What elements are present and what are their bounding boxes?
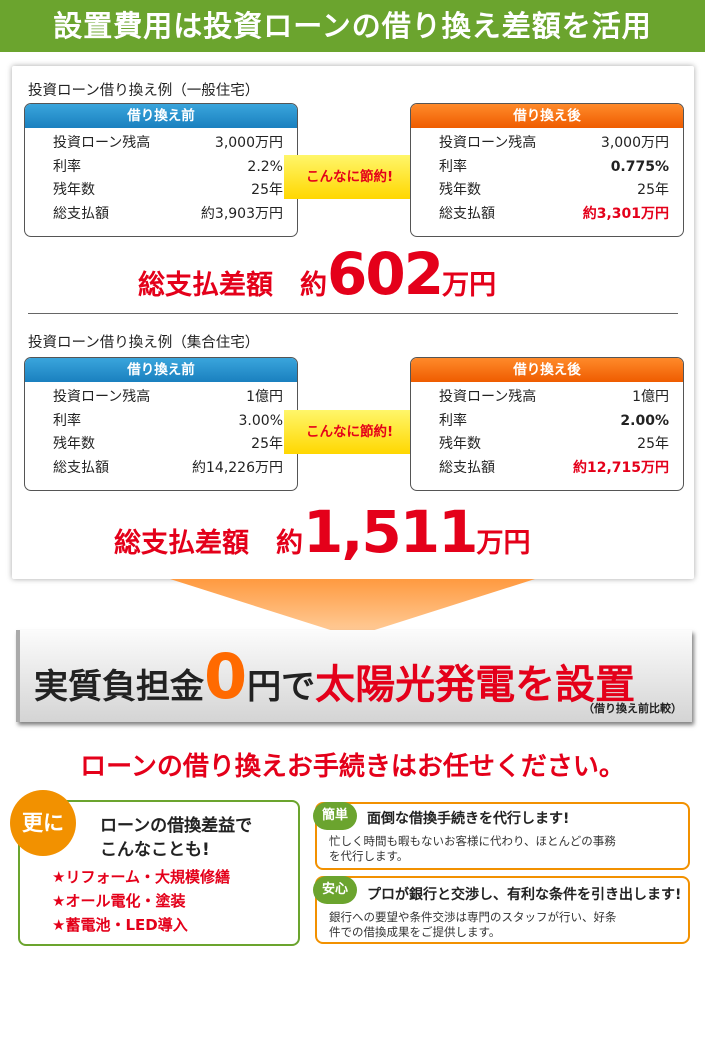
table-row: 投資ローン残高 3,000万円 xyxy=(439,135,669,151)
table-row: 残年数 25年 xyxy=(439,436,669,452)
easy-badge: 簡単 xyxy=(313,802,357,830)
example-title: 投資ローン借り換え例（集合住宅） xyxy=(28,335,260,351)
zero-cost-banner: 実質負担金0円で太陽光発電を設置 （借り換え前比較） xyxy=(16,630,692,722)
list-item: ★オール電化・塗装 xyxy=(52,892,186,910)
before-box: 借り換え前 投資ローン残高 3,000万円 利率 2.2% 残年数 25年 総支払額約… xyxy=(24,103,298,237)
table-row: 投資ローン残高 3,000万円 xyxy=(53,135,283,151)
divider xyxy=(28,313,678,314)
secure-badge: 安心 xyxy=(313,876,357,904)
banner-title: 設置費用は投資ローンの借り換え差額を活用 xyxy=(0,0,705,52)
before-box: 借り換え前 投資ローン残高 1億円 利率 3.00% 残年数 25年 総支払額 約14,… xyxy=(24,357,298,491)
table-row: 投資ローン残高 1億円 xyxy=(439,389,669,405)
table-row: 利率 3.00% xyxy=(53,412,283,429)
savings-arrow: こんなに節約! xyxy=(284,155,434,199)
after-box: 借り換え後 投資ローン残高 3,000万円 利率 0.775% 残年数 25年 総支払… xyxy=(410,103,684,237)
card-title: プロが銀行と交渉し、有利な条件を引き出します! xyxy=(367,887,682,903)
feature-card-secure: 安心 プロが銀行と交渉し、有利な条件を引き出します! 銀行への要望や条件交渉は専… xyxy=(313,876,690,944)
examples-panel: 投資ローン借り換え例（一般住宅） 借り換え前 投資ローン残高 3,000万円 利率… xyxy=(12,66,694,579)
section-heading: ローンの借り換えお手続きはお任せください。 xyxy=(80,752,625,782)
card-body: 銀行への要望や条件交渉は専門のスタッフが行い、好条 件での借換成果をご提供します… xyxy=(329,910,617,939)
before-header: 借り換え前 xyxy=(25,358,297,382)
comparison-note: （借り換え前比較） xyxy=(583,702,682,715)
table-row: 残年数 25年 xyxy=(53,436,283,452)
extra-badge: 更に xyxy=(10,790,76,856)
example-title: 投資ローン借り換え例（一般住宅） xyxy=(28,83,260,99)
extra-title: ローンの借換差益で こんなことも! xyxy=(100,816,253,860)
table-row: 残年数 25年 xyxy=(439,182,669,198)
down-arrow-icon xyxy=(170,579,535,637)
table-row: 残年数 25年 xyxy=(53,182,283,198)
feature-card-easy: 簡単 面倒な借換手続きを代行します! 忙しく時間も暇もないお客様に代わり、ほとん… xyxy=(313,802,690,870)
table-row: 総支払額 約12,715万円 xyxy=(439,459,669,476)
table-row: 利率 0.775% xyxy=(439,158,669,175)
before-header: 借り換え前 xyxy=(25,104,297,128)
table-row: 投資ローン残高 1億円 xyxy=(53,389,283,405)
after-header: 借り換え後 xyxy=(411,358,683,382)
total-difference: 総支払差額 約602万円 xyxy=(138,240,497,308)
after-header: 借り換え後 xyxy=(411,104,683,128)
table-row: 総支払額 約14,226万円 xyxy=(53,459,283,476)
savings-arrow: こんなに節約! xyxy=(284,410,434,454)
list-item: ★蓄電池・LED導入 xyxy=(52,916,188,934)
total-difference: 総支払差額 約1,511万円 xyxy=(114,498,531,566)
after-box: 借り換え後 投資ローン残高 1億円 利率 2.00% 残年数 25年 総支払額 約12,… xyxy=(410,357,684,491)
table-row: 総支払額 約3,301万円 xyxy=(439,205,669,222)
list-item: ★リフォーム・大規模修繕 xyxy=(52,868,230,886)
table-row: 利率 2.00% xyxy=(439,412,669,429)
table-row: 総支払額 約3,903万円 xyxy=(53,205,283,222)
card-title: 面倒な借換手続きを代行します! xyxy=(367,811,570,827)
card-body: 忙しく時間も暇もないお客様に代わり、ほとんどの事務 を代行します。 xyxy=(329,834,616,863)
extra-benefits-box xyxy=(18,800,300,946)
table-row: 利率 2.2% xyxy=(53,158,283,175)
